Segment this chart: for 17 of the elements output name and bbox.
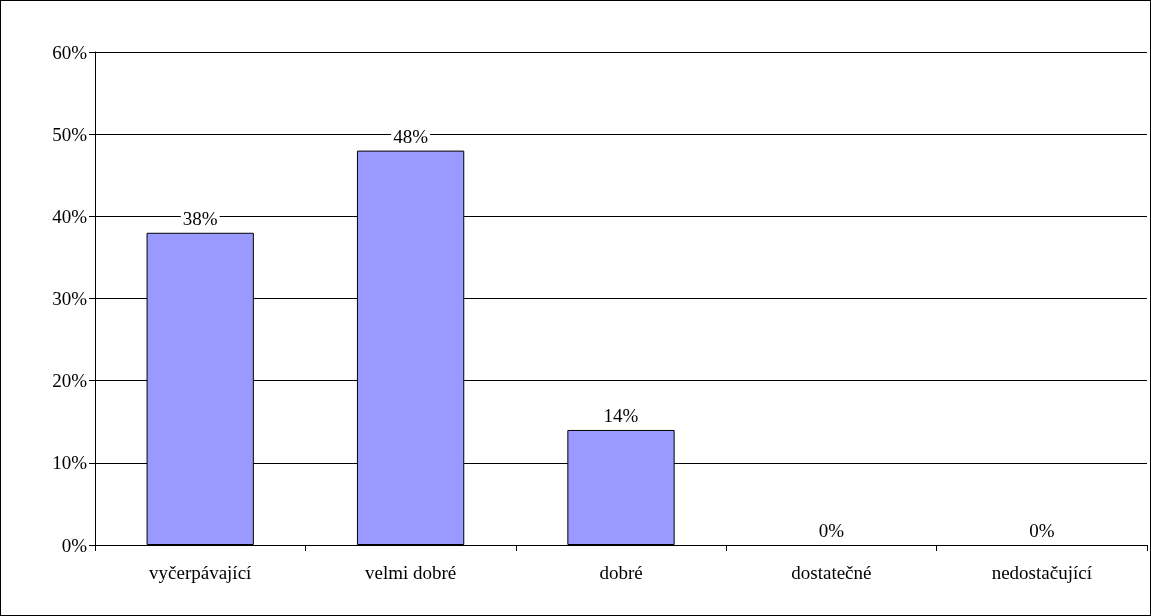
x-tick-label: velmi dobré — [364, 562, 457, 583]
y-tick-label: 0% — [61, 534, 88, 556]
y-tick-label: 50% — [52, 123, 88, 145]
data-label: 0% — [818, 520, 845, 541]
y-tick-label: 40% — [52, 205, 88, 227]
x-tick-label: dobré — [599, 562, 643, 583]
data-label: 38% — [182, 207, 218, 229]
y-tick-label: 60% — [52, 41, 88, 63]
y-tick-label: 10% — [52, 452, 88, 474]
x-tick-label: vyčerpávající — [149, 562, 253, 583]
y-tick-label: 20% — [52, 370, 88, 392]
x-tick-label: nedostačující — [991, 562, 1093, 583]
data-label: 0% — [1029, 520, 1055, 541]
data-label: 14% — [603, 404, 639, 426]
data-label: 48% — [393, 125, 429, 147]
x-tick-label: dostatečné — [791, 562, 872, 583]
y-tick-label: 30% — [52, 288, 88, 309]
